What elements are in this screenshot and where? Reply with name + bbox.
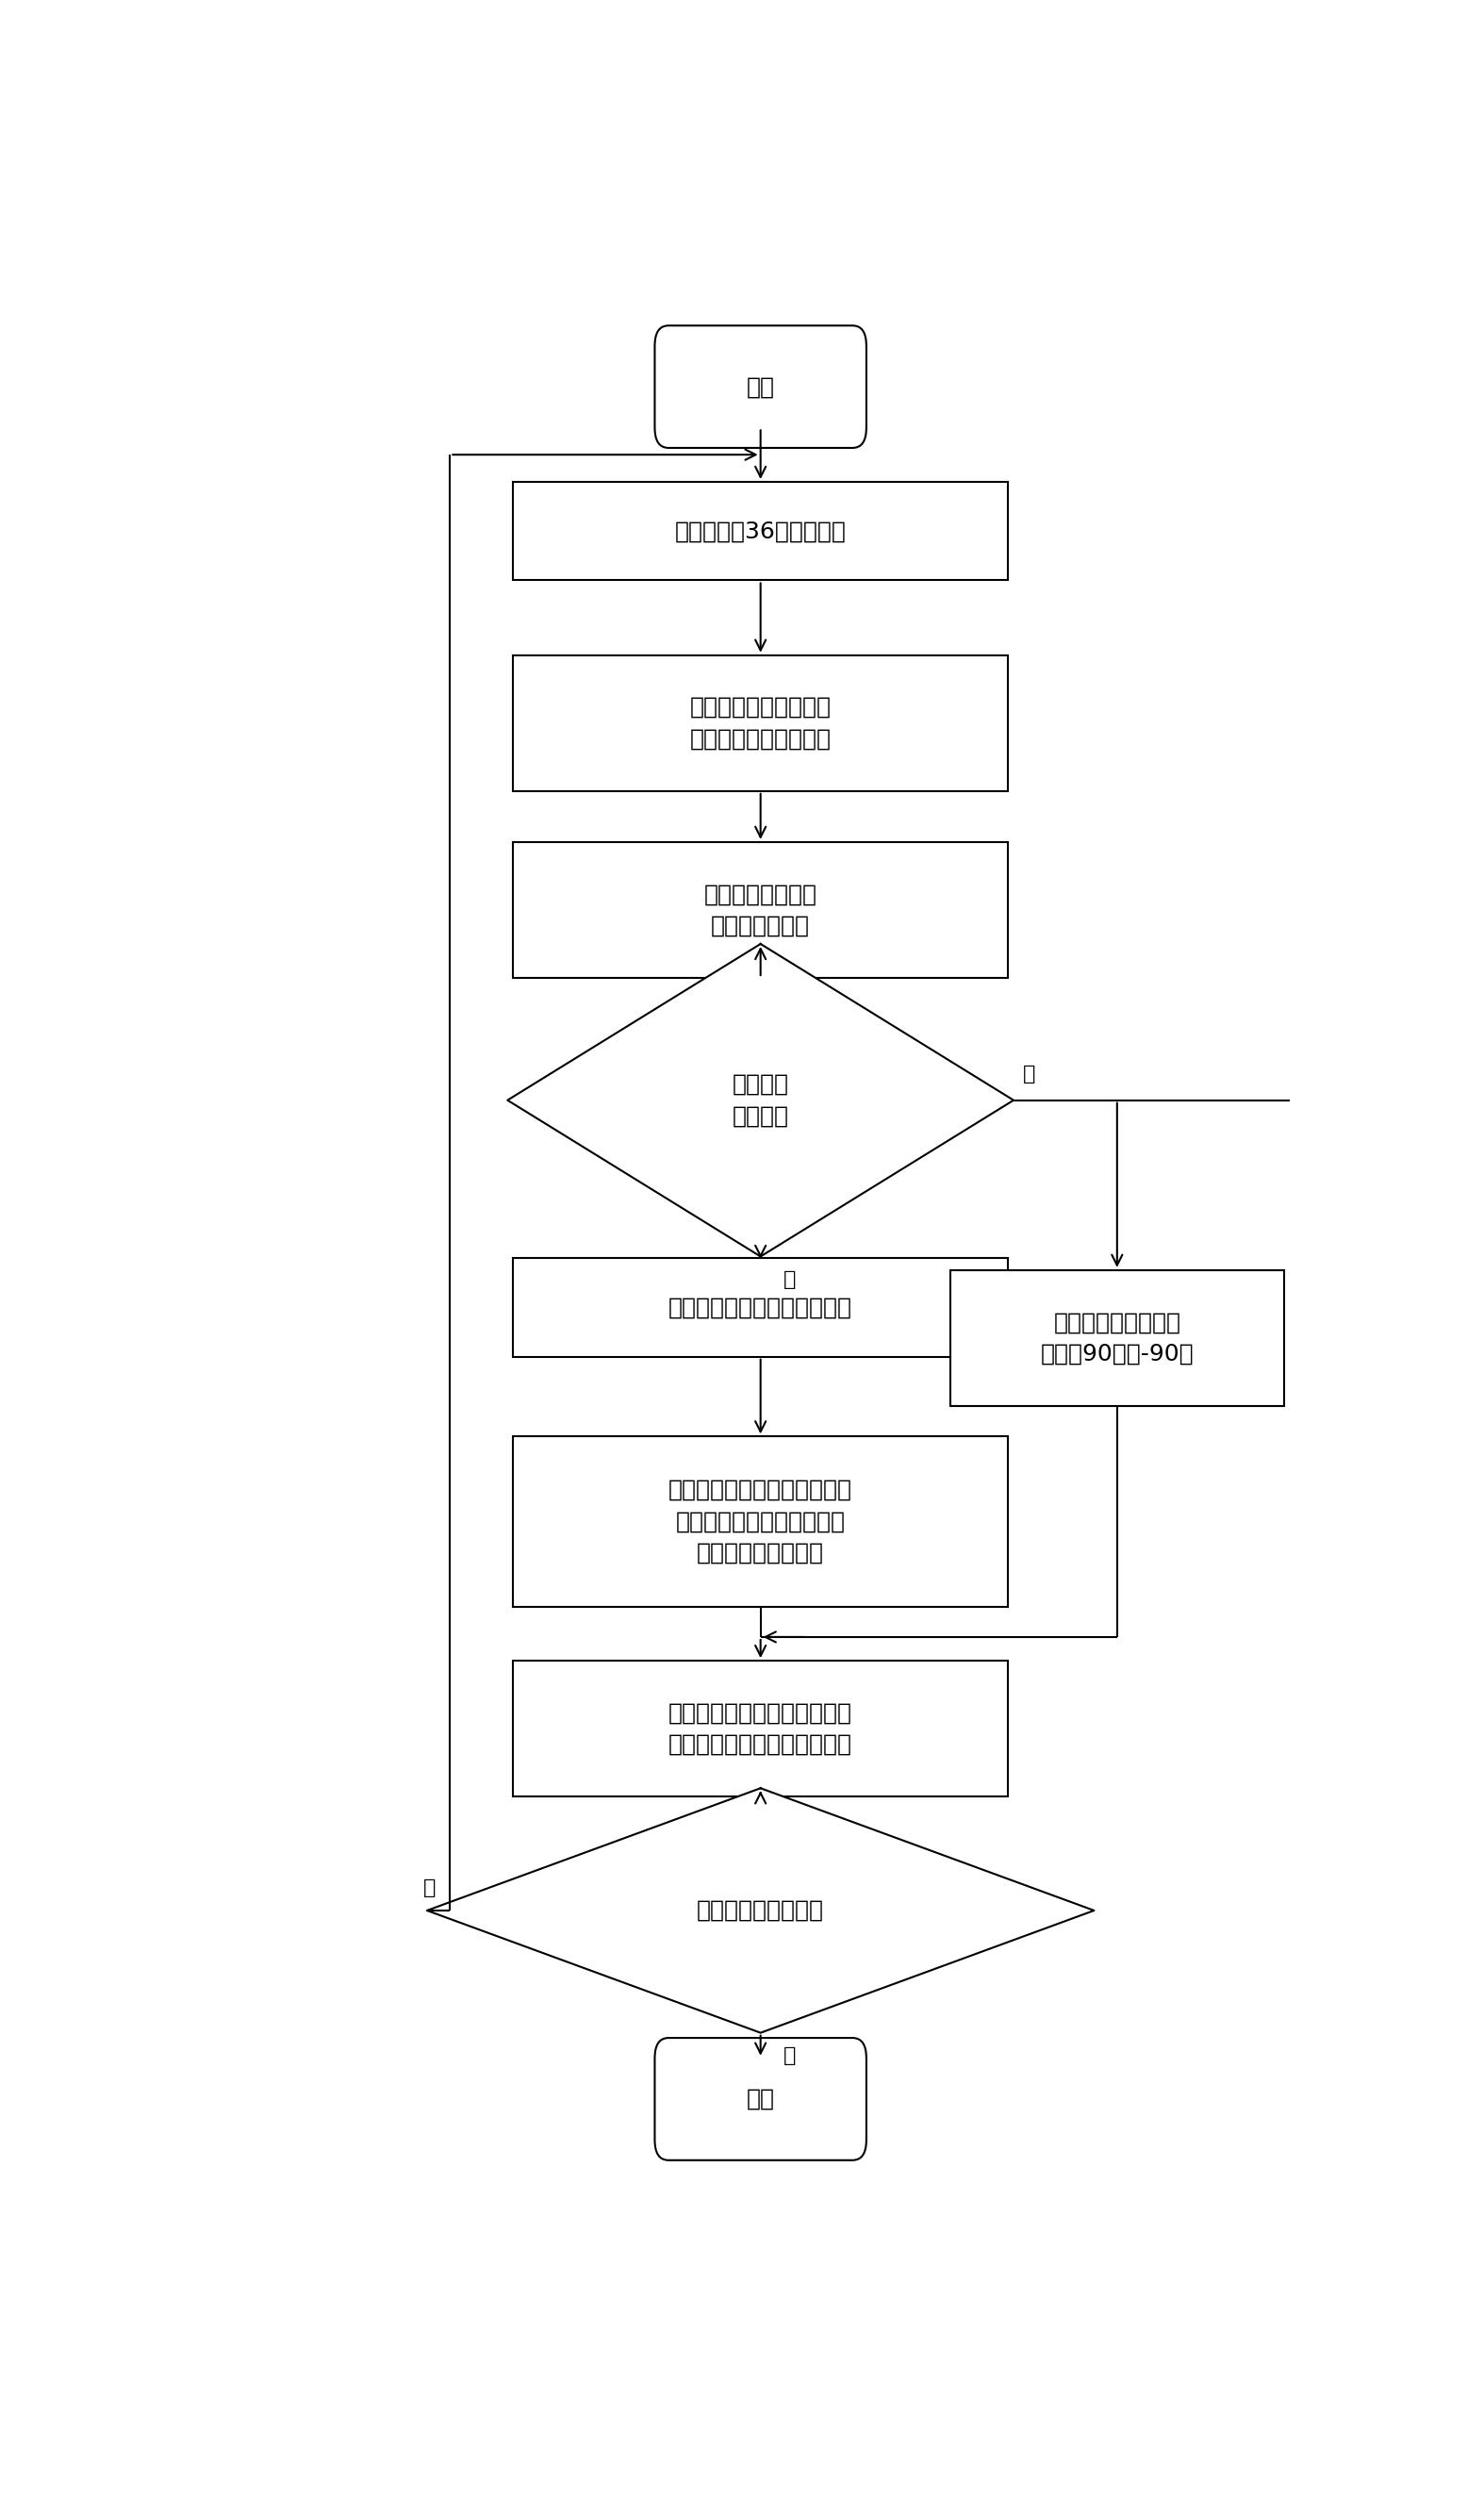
- Text: 得到机器人可通过
的可行方向范围: 得到机器人可通过 的可行方向范围: [703, 883, 818, 938]
- Text: 否: 否: [423, 1879, 436, 1896]
- Bar: [513, 654, 1008, 792]
- Text: 根据航向角，采用速度控制策
略给出机器人线速度和角速度: 根据航向角，采用速度控制策 略给出机器人线速度和角速度: [669, 1703, 852, 1755]
- Polygon shape: [427, 1788, 1094, 2032]
- Bar: [513, 1436, 1008, 1607]
- Text: 开始: 开始: [746, 375, 775, 397]
- Text: 计算每组障碍点数据不
可通过的候选方向范围: 计算每组障碍点数据不 可通过的候选方向范围: [690, 697, 831, 749]
- Text: 是: 是: [784, 1270, 795, 1288]
- Text: 计算每个可行方向的代价函数: 计算每个可行方向的代价函数: [669, 1295, 852, 1318]
- Bar: [513, 483, 1008, 581]
- Text: 否: 否: [1022, 1064, 1036, 1084]
- FancyBboxPatch shape: [654, 2037, 867, 2160]
- Text: 结束: 结束: [746, 2087, 775, 2110]
- FancyBboxPatch shape: [654, 324, 867, 448]
- Bar: [513, 1660, 1008, 1796]
- Text: 激光测距仓36组数据采集: 激光测距仓36组数据采集: [675, 521, 846, 543]
- Bar: [513, 1258, 1008, 1356]
- Text: 是否有停止运动命令: 是否有停止运动命令: [697, 1899, 824, 1921]
- Polygon shape: [508, 943, 1014, 1258]
- Text: 是否存在
可行方向: 是否存在 可行方向: [732, 1074, 789, 1127]
- Text: 选择代价函数值最小的方向作
为机器人下一周期的运动方
向，并转化为航向角: 选择代价函数值最小的方向作 为机器人下一周期的运动方 向，并转化为航向角: [669, 1479, 852, 1564]
- Bar: [950, 1270, 1284, 1406]
- Text: 是: 是: [784, 2047, 795, 2065]
- Text: 令下一周期机器人航
向角为90度或-90度: 令下一周期机器人航 向角为90度或-90度: [1040, 1310, 1193, 1366]
- Bar: [513, 843, 1008, 978]
